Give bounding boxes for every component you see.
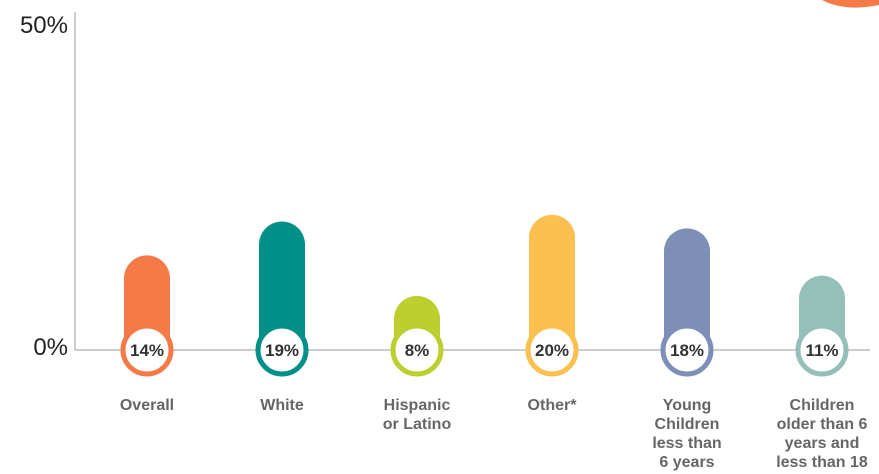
bar-4 — [529, 214, 575, 350]
bar-3-category-label: Hispanic or Latino — [383, 397, 452, 433]
bar-4-category-label: Other* — [528, 397, 578, 414]
y-tick-label-max: 50% — [20, 12, 68, 39]
bar-5-category-label-line: Children — [655, 416, 720, 433]
bar-6-category-label: Children older than 6 years and less than 1… — [776, 397, 868, 471]
bar-6-category-label-line: Children — [790, 397, 855, 414]
bar-5-category-label-line: Young — [663, 397, 712, 414]
bar-6-value-badge — [795, 323, 849, 377]
bar-3-category-label-line: Hispanic — [384, 397, 451, 414]
bar-1-category-label: Overall — [120, 397, 174, 414]
bar-2-category-label-line: White — [260, 397, 304, 414]
bar-5-category-label-line: less than — [652, 435, 721, 452]
bar-5-value-badge — [660, 323, 714, 377]
bar-1-category-label-line: Overall — [120, 397, 174, 414]
bar-2 — [259, 221, 305, 350]
bar-5 — [664, 228, 710, 350]
bar-5-value-label: 18% — [670, 341, 704, 360]
bar-4-value-label: 20% — [535, 341, 569, 360]
bar-6-category-label-line: older than 6 — [777, 416, 868, 433]
bar-3-value-label: 8% — [405, 341, 430, 360]
bars-group: 14% Overall 19% White 8% Hispanic or Latino 20%… — [120, 214, 868, 471]
bar-6-category-label-line: less than 18 — [776, 454, 868, 471]
bar-4-category-label-line: Other* — [528, 397, 578, 414]
bar-6-category-label-line: years and — [785, 435, 860, 452]
bar-2-value-label: 19% — [265, 341, 299, 360]
bar-2-category-label: White — [260, 397, 304, 414]
bar-4-value-badge — [525, 323, 579, 377]
bar-1-value-badge — [120, 323, 174, 377]
bar-3-category-label-line: or Latino — [383, 416, 452, 433]
bar-5-category-label: Young Children less than 6 years — [652, 397, 721, 471]
bar-5-category-label-line: 6 years — [659, 454, 714, 471]
corner-decoration — [822, 0, 879, 8]
bar-6-value-label: 11% — [805, 341, 838, 360]
bar-1-value-label: 14% — [130, 341, 164, 360]
bar-2-value-badge — [255, 323, 309, 377]
bar-3-value-badge — [390, 323, 444, 377]
y-tick-label-zero: 0% — [33, 334, 68, 361]
